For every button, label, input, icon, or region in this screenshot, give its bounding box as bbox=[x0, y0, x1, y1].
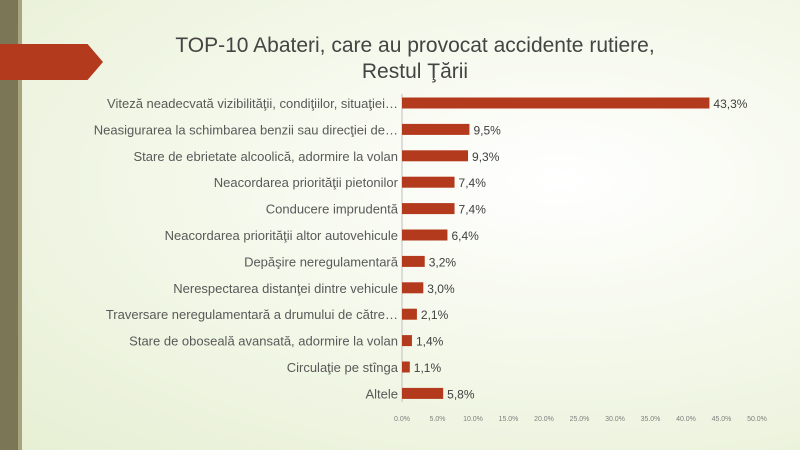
x-tick-label: 0.0% bbox=[394, 416, 410, 423]
category-label: Circulaţie pe stînga bbox=[287, 360, 399, 375]
x-tick-label: 30.0% bbox=[605, 416, 625, 423]
category-label: Conducere imprudentă bbox=[266, 202, 399, 217]
data-label: 7,4% bbox=[459, 203, 487, 217]
category-label: Neasigurarea la schimbarea benzii sau di… bbox=[94, 122, 398, 137]
data-label: 3,0% bbox=[427, 282, 455, 296]
bar bbox=[402, 282, 424, 294]
bar bbox=[402, 123, 470, 135]
title-arrow-decoration bbox=[0, 44, 103, 80]
side-decorative-stripe-accent bbox=[18, 0, 22, 450]
category-label: Stare de ebrietate alcoolică, adormire l… bbox=[134, 149, 398, 164]
data-label: 5,8% bbox=[447, 387, 475, 401]
chart-title: TOP-10 Abateri, care au provocat acciden… bbox=[100, 33, 730, 85]
chart-title-line-2: Restul Ţării bbox=[361, 60, 469, 83]
chart-title-line-1: TOP-10 Abateri, care au provocat acciden… bbox=[175, 34, 655, 57]
category-label: Depăşire neregulamentară bbox=[244, 254, 399, 269]
data-label: 1,1% bbox=[414, 361, 442, 375]
bar bbox=[402, 97, 710, 109]
category-label: Viteză neadecvată vizibilităţii, condiţi… bbox=[107, 96, 398, 111]
x-tick-label: 45.0% bbox=[712, 416, 732, 423]
x-tick-label: 5.0% bbox=[430, 416, 446, 423]
side-decorative-stripe bbox=[0, 0, 18, 450]
data-label: 6,4% bbox=[451, 229, 479, 243]
x-tick-label: 35.0% bbox=[641, 416, 661, 423]
bar bbox=[402, 203, 455, 215]
bar bbox=[402, 308, 417, 320]
bar bbox=[402, 361, 410, 373]
bar bbox=[402, 176, 455, 188]
x-tick-label: 50.0% bbox=[747, 416, 767, 423]
bar bbox=[402, 150, 469, 162]
x-tick-label: 20.0% bbox=[534, 416, 554, 423]
category-label: Traversare neregulamentară a drumului de… bbox=[106, 307, 398, 322]
x-tick-label: 15.0% bbox=[499, 416, 519, 423]
category-label: Stare de oboseală avansată, adormire la … bbox=[129, 334, 398, 349]
category-label: Neacordarea priorităţii altor autovehicu… bbox=[165, 228, 398, 243]
bar bbox=[402, 229, 448, 241]
data-label: 9,3% bbox=[472, 150, 500, 164]
data-label: 9,5% bbox=[473, 123, 501, 137]
bar bbox=[402, 335, 412, 347]
category-label: Neacordarea priorităţii pietonilor bbox=[214, 175, 399, 190]
data-label: 43,3% bbox=[713, 97, 747, 111]
data-label: 3,2% bbox=[429, 255, 457, 269]
x-tick-label: 10.0% bbox=[463, 416, 483, 423]
category-label: Altele bbox=[365, 386, 398, 401]
data-label: 2,1% bbox=[421, 308, 449, 322]
bar bbox=[402, 387, 444, 399]
x-tick-label: 40.0% bbox=[676, 416, 696, 423]
data-label: 7,4% bbox=[459, 176, 487, 190]
bar bbox=[402, 255, 425, 267]
data-label: 1,4% bbox=[416, 335, 444, 349]
category-label: Nerespectarea distanţei dintre vehicule bbox=[173, 281, 398, 296]
x-tick-label: 25.0% bbox=[570, 416, 590, 423]
